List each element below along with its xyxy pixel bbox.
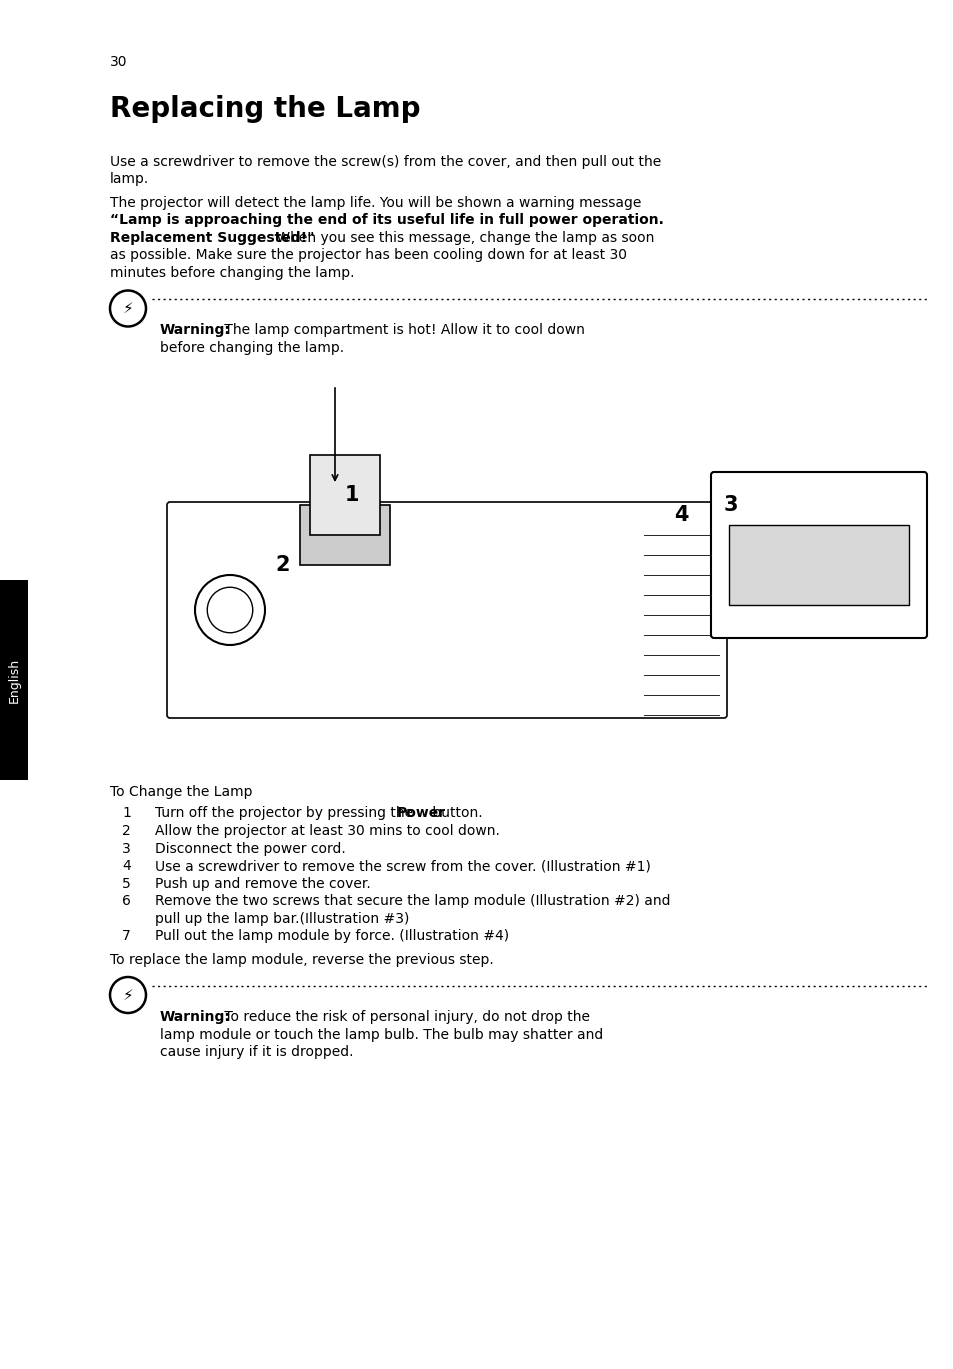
Text: Push up and remove the cover.: Push up and remove the cover. — [154, 876, 371, 890]
Text: Remove the two screws that secure the lamp module (Illustration #2) and: Remove the two screws that secure the la… — [154, 894, 670, 908]
Text: ⚡: ⚡ — [123, 301, 133, 316]
Text: before changing the lamp.: before changing the lamp. — [160, 341, 344, 355]
Text: Use a screwdriver to remove the screw from the cover. (Illustration #1): Use a screwdriver to remove the screw fr… — [154, 858, 650, 873]
Text: 3: 3 — [723, 496, 738, 515]
Text: Disconnect the power cord.: Disconnect the power cord. — [154, 842, 345, 856]
Text: 5: 5 — [122, 876, 131, 890]
Text: To reduce the risk of personal injury, do not drop the: To reduce the risk of personal injury, d… — [220, 1010, 589, 1024]
Text: 3: 3 — [122, 842, 131, 856]
Text: Replacing the Lamp: Replacing the Lamp — [110, 94, 420, 123]
FancyBboxPatch shape — [167, 502, 726, 717]
FancyBboxPatch shape — [710, 472, 926, 638]
Text: Power: Power — [396, 806, 445, 820]
Bar — [299, 505, 390, 565]
Text: 1: 1 — [345, 485, 359, 505]
Text: The projector will detect the lamp life. You will be shown a warning message: The projector will detect the lamp life.… — [110, 196, 640, 209]
Text: 4: 4 — [122, 858, 131, 873]
Text: 1: 1 — [122, 806, 131, 820]
Text: To Change the Lamp: To Change the Lamp — [110, 784, 253, 799]
FancyBboxPatch shape — [728, 524, 908, 605]
Text: 2: 2 — [274, 554, 289, 575]
Text: minutes before changing the lamp.: minutes before changing the lamp. — [110, 266, 355, 281]
Text: Turn off the projector by pressing the: Turn off the projector by pressing the — [154, 806, 417, 820]
Text: as possible. Make sure the projector has been cooling down for at least 30: as possible. Make sure the projector has… — [110, 249, 626, 263]
Text: Warning:: Warning: — [160, 323, 231, 338]
Text: lamp.: lamp. — [110, 172, 149, 186]
Text: Pull out the lamp module by force. (Illustration #4): Pull out the lamp module by force. (Illu… — [154, 930, 509, 943]
Text: To replace the lamp module, reverse the previous step.: To replace the lamp module, reverse the … — [110, 953, 494, 967]
Text: pull up the lamp bar.(Illustration #3): pull up the lamp bar.(Illustration #3) — [154, 912, 409, 925]
Text: lamp module or touch the lamp bulb. The bulb may shatter and: lamp module or touch the lamp bulb. The … — [160, 1028, 602, 1042]
Text: ⚡: ⚡ — [123, 987, 133, 1002]
Text: Replacement Suggested!": Replacement Suggested!" — [110, 231, 314, 245]
Text: 7: 7 — [122, 930, 131, 943]
Text: 30: 30 — [110, 55, 128, 68]
Text: Warning:: Warning: — [160, 1010, 231, 1024]
FancyBboxPatch shape — [310, 455, 379, 535]
Text: button.: button. — [427, 806, 482, 820]
Text: Allow the projector at least 30 mins to cool down.: Allow the projector at least 30 mins to … — [154, 824, 499, 838]
Text: The lamp compartment is hot! Allow it to cool down: The lamp compartment is hot! Allow it to… — [220, 323, 584, 338]
Text: 4: 4 — [673, 505, 688, 524]
Text: When you see this message, change the lamp as soon: When you see this message, change the la… — [272, 231, 654, 245]
Bar — [0, 580, 28, 780]
Text: 6: 6 — [122, 894, 131, 908]
Text: “Lamp is approaching the end of its useful life in full power operation.: “Lamp is approaching the end of its usef… — [110, 214, 663, 227]
Text: English: English — [8, 657, 20, 702]
Text: cause injury if it is dropped.: cause injury if it is dropped. — [160, 1045, 354, 1060]
Text: 2: 2 — [122, 824, 131, 838]
Text: Use a screwdriver to remove the screw(s) from the cover, and then pull out the: Use a screwdriver to remove the screw(s)… — [110, 155, 660, 168]
